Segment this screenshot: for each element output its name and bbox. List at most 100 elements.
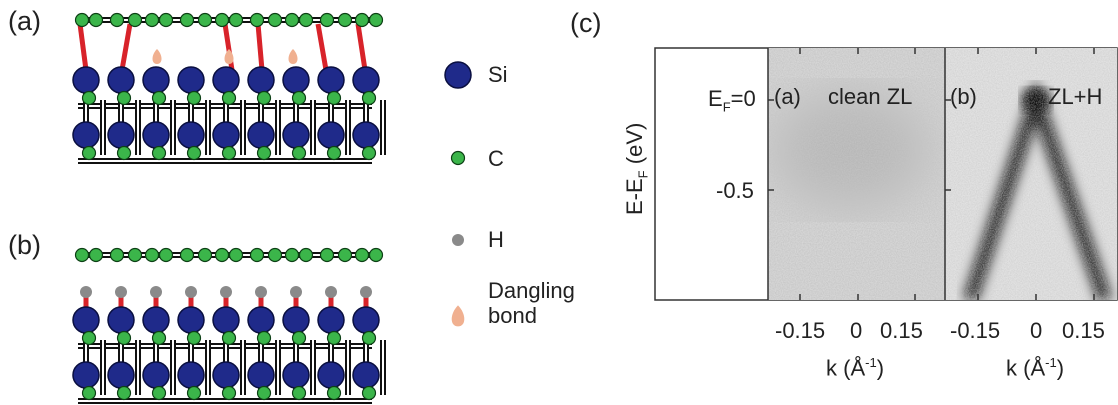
superscript: -1	[1045, 355, 1057, 370]
subscript: F	[635, 170, 650, 178]
si-atom	[213, 122, 239, 148]
si-atom	[353, 362, 379, 388]
h-atom	[185, 286, 197, 298]
x-tick-label: -0.15	[950, 320, 1000, 342]
si-atom	[353, 67, 379, 93]
c-atom	[328, 147, 341, 160]
c-atom	[90, 249, 103, 262]
legend-label: Dangling bond	[488, 278, 588, 329]
h-atom	[220, 286, 232, 298]
text: k (Å	[1006, 355, 1045, 380]
dangling-bond	[225, 49, 234, 64]
red-bond	[122, 24, 130, 70]
h-atom	[150, 286, 162, 298]
c-atom	[153, 92, 166, 105]
c-atom	[286, 14, 299, 27]
c-atom	[258, 92, 271, 105]
c-atom	[83, 92, 96, 105]
c-atom	[181, 249, 194, 262]
c-atom	[300, 14, 313, 27]
c-atom	[230, 14, 243, 27]
y-tick-label: -0.5	[716, 180, 754, 202]
h-atom	[360, 286, 372, 298]
text: (eV)	[622, 123, 647, 171]
legend-label: C	[488, 148, 504, 170]
h-atom	[290, 286, 302, 298]
si-atom	[445, 62, 471, 88]
c-atom	[118, 332, 131, 345]
si-atom	[73, 67, 99, 93]
c-atom	[328, 92, 341, 105]
si-atom	[283, 67, 309, 93]
si-atom	[73, 307, 99, 333]
si-atom	[248, 362, 274, 388]
c-atom	[328, 332, 341, 345]
c-atom	[76, 249, 89, 262]
text: )	[1057, 355, 1064, 380]
c-atom	[370, 14, 383, 27]
panel-label: (a)	[8, 8, 41, 35]
x-axis-label: k (Å-1)	[826, 356, 884, 379]
si-atom	[283, 122, 309, 148]
c-atom	[199, 14, 212, 27]
c-atom	[160, 249, 173, 262]
x-tick-label: 0	[850, 320, 862, 342]
c-atom	[223, 147, 236, 160]
c-atom	[111, 249, 124, 262]
si-atom	[178, 362, 204, 388]
si-atom	[143, 67, 169, 93]
image-title: ZL+H	[1048, 86, 1102, 108]
c-atom	[118, 387, 131, 400]
dangling-bond	[153, 49, 162, 64]
c-atom	[129, 14, 142, 27]
si-atom	[178, 122, 204, 148]
si-atom	[73, 362, 99, 388]
c-atom	[363, 147, 376, 160]
si-atom	[283, 362, 309, 388]
text: E-E	[622, 178, 647, 215]
c-atom	[293, 332, 306, 345]
c-atom	[188, 332, 201, 345]
si-atom	[283, 307, 309, 333]
c-atom	[153, 147, 166, 160]
c-atom	[286, 249, 299, 262]
si-atom	[353, 122, 379, 148]
x-tick-label: 0.15	[1062, 320, 1105, 342]
si-atom	[318, 307, 344, 333]
c-atom	[258, 387, 271, 400]
c-atom	[269, 249, 282, 262]
dangling-bond	[289, 49, 298, 64]
image-title: clean ZL	[828, 86, 912, 108]
graphics	[0, 0, 1118, 405]
c-atom	[188, 147, 201, 160]
superscript: -1	[865, 355, 877, 370]
c-atom	[356, 14, 369, 27]
si-atom	[143, 307, 169, 333]
c-atom	[76, 14, 89, 27]
text: k (Å	[826, 355, 865, 380]
c-atom	[111, 14, 124, 27]
x-tick-label: 0	[1030, 320, 1042, 342]
c-atom	[83, 332, 96, 345]
c-atom	[258, 147, 271, 160]
c-atom	[188, 387, 201, 400]
h-atom	[452, 234, 464, 246]
x-tick-label: -0.15	[775, 320, 825, 342]
c-atom	[146, 14, 159, 27]
h-atom	[80, 286, 92, 298]
c-atom	[153, 332, 166, 345]
si-atom	[248, 307, 274, 333]
c-atom	[363, 92, 376, 105]
c-atom	[188, 92, 201, 105]
c-atom	[328, 387, 341, 400]
c-atom	[370, 249, 383, 262]
x-axis-label: k (Å-1)	[1006, 356, 1064, 379]
si-atom	[178, 307, 204, 333]
c-atom	[153, 387, 166, 400]
c-atom	[356, 249, 369, 262]
subscript: F	[723, 99, 731, 114]
h-atom	[115, 286, 127, 298]
c-atom	[293, 387, 306, 400]
dangling-bond	[452, 305, 465, 326]
y-tick-label: EF=0	[708, 88, 756, 113]
